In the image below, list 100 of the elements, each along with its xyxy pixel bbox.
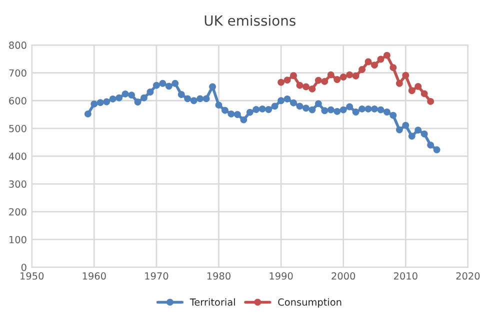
point (340, 106, 347, 114)
point (420, 90, 428, 98)
point (215, 102, 222, 109)
point (146, 88, 154, 96)
point (84, 110, 92, 118)
y-tick-label: 0 (21, 264, 26, 272)
point (246, 108, 254, 116)
point (346, 71, 354, 78)
x-tick-label: 1980 (207, 272, 230, 280)
point (314, 76, 322, 84)
point (371, 62, 378, 69)
point (334, 76, 341, 83)
point (134, 98, 142, 106)
point (396, 126, 403, 134)
point (258, 105, 266, 112)
point (165, 82, 172, 90)
point (290, 72, 297, 80)
point (228, 110, 235, 118)
x-tick-label: 2000 (332, 272, 356, 280)
x-tick-label: 1960 (82, 272, 106, 280)
point (334, 108, 341, 115)
point (96, 99, 104, 106)
point (371, 105, 378, 112)
point (383, 52, 390, 59)
point (414, 82, 422, 90)
point (377, 56, 384, 63)
legend-label: Territorial (190, 298, 235, 306)
point (240, 116, 248, 124)
point (402, 122, 410, 129)
point (196, 95, 204, 102)
x-tick-label: 1990 (270, 272, 293, 280)
chart-title: UK emissions (204, 15, 296, 26)
point (408, 132, 416, 140)
point (327, 106, 334, 114)
point (116, 94, 123, 102)
point (209, 83, 216, 90)
x-tick-label: 1950 (20, 272, 44, 280)
point (340, 74, 347, 80)
point (352, 72, 360, 80)
point (103, 98, 110, 106)
point (346, 103, 354, 110)
point (234, 111, 241, 118)
point (321, 78, 328, 85)
point (364, 105, 372, 112)
y-tick-label: 400 (8, 152, 26, 160)
point (271, 102, 278, 110)
point (284, 76, 291, 84)
point (109, 95, 116, 102)
point (128, 92, 135, 99)
point (184, 95, 192, 102)
point (140, 94, 148, 102)
point (321, 107, 328, 114)
point (308, 106, 316, 114)
x-tick-label: 2010 (394, 272, 418, 280)
point (152, 82, 160, 89)
point (252, 106, 260, 113)
point (408, 87, 416, 94)
point (314, 100, 322, 108)
point (278, 97, 285, 104)
point (402, 72, 410, 79)
point (90, 100, 98, 108)
legend-label: Consumption (278, 298, 342, 308)
point (327, 71, 334, 78)
point (202, 95, 210, 102)
point (265, 106, 272, 113)
y-tick-label: 500 (9, 124, 26, 132)
point (178, 91, 185, 98)
y-tick-label: 200 (9, 208, 26, 216)
point (122, 90, 129, 98)
point (364, 58, 372, 66)
point (352, 108, 360, 116)
x-tick-label: 2020 (456, 272, 480, 280)
point (358, 66, 366, 73)
point (159, 80, 166, 87)
point (383, 108, 390, 116)
y-tick-label: 300 (9, 180, 26, 188)
point (427, 98, 434, 105)
point (433, 146, 440, 154)
point (390, 112, 397, 119)
point (308, 85, 316, 92)
point (296, 82, 304, 89)
point (172, 80, 179, 87)
y-tick-label: 600 (9, 97, 26, 104)
point (358, 105, 366, 112)
y-tick-label: 800 (9, 42, 26, 49)
point (414, 126, 422, 134)
point (290, 99, 297, 106)
point (190, 97, 198, 104)
point (377, 106, 384, 114)
point (390, 64, 397, 72)
y-tick-label: 700 (9, 69, 26, 77)
point (278, 78, 285, 86)
point (284, 95, 291, 102)
point (420, 130, 428, 138)
point (296, 102, 304, 110)
point (222, 106, 228, 114)
point (302, 104, 310, 112)
point (427, 142, 434, 149)
y-tick-label: 100 (10, 236, 26, 244)
x-tick-label: 1970 (145, 272, 168, 280)
